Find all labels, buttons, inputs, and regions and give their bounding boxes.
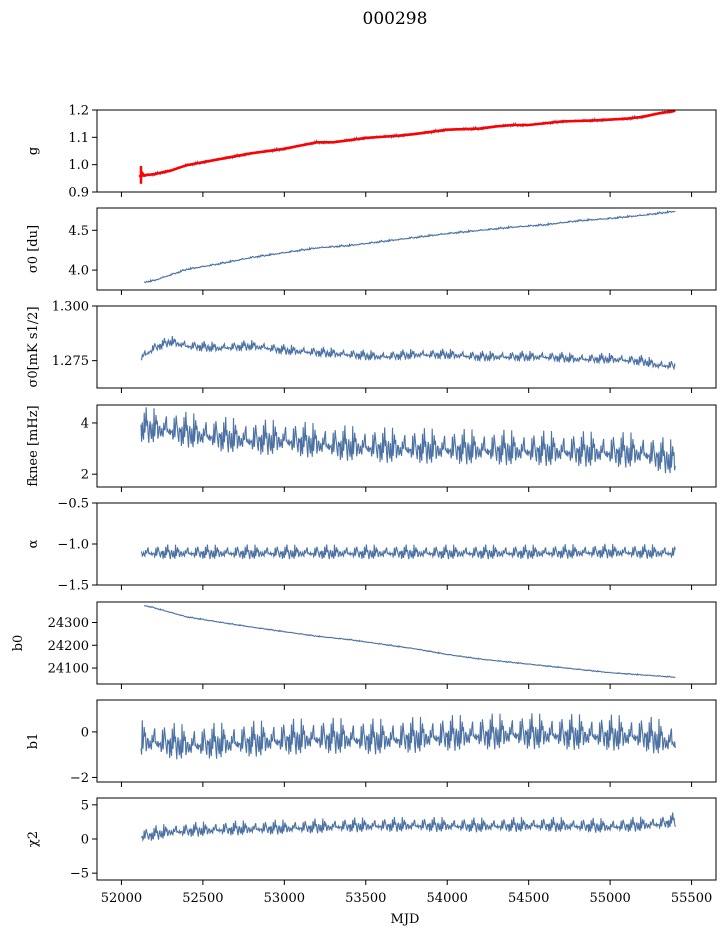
y-tick-label: 1.300 — [52, 300, 89, 315]
series-group — [138, 110, 676, 184]
series-group — [143, 209, 676, 284]
y-tick-label: 4.5 — [68, 224, 89, 239]
x-tick-label: 55500 — [671, 891, 712, 906]
y-tick-label: 0 — [81, 725, 89, 740]
series-line-1 — [140, 812, 676, 842]
y-tick-label: −5 — [70, 867, 89, 882]
series-group — [140, 407, 676, 474]
y-axis-label: σ0[mK s1/2] — [26, 306, 41, 387]
subplot-3: 1.275 1.300 σ0[mK s1/2] — [26, 300, 717, 393]
y-tick-label: 0.9 — [68, 186, 89, 201]
x-tick-label: 54500 — [508, 891, 549, 906]
subplot-8: −5 0 5 χ2 — [26, 797, 717, 885]
y-tick-label: 0 — [81, 833, 89, 848]
y-tick-label: −1.0 — [57, 538, 89, 553]
subplot-4: 2 4 fknee [mHz] — [26, 404, 717, 492]
y-tick-label: 24100 — [48, 662, 89, 677]
subplot-1: 0.9 1.0 1.1 1.2 g — [26, 104, 717, 201]
series-line-1 — [140, 713, 676, 760]
subplot-6: 24100 24200 24300 b0 — [11, 601, 717, 689]
subplot-7: −2 0 b1 — [26, 699, 717, 787]
series-line-1 — [140, 336, 676, 371]
y-tick-label: 2 — [81, 468, 89, 483]
x-tick-label: 52000 — [101, 891, 142, 906]
y-tick-label: 1.1 — [68, 131, 89, 146]
axes-frame — [96, 109, 717, 193]
series-line-1 — [140, 407, 676, 474]
series-group — [143, 604, 676, 679]
subplot-stack: 0.9 1.0 1.1 1.2 g 4.0 4.5 σ0 [du] 1.275 1.300 σ0[m… — [11, 104, 717, 906]
y-tick-label: −1.5 — [57, 579, 89, 594]
x-tick-label: 53500 — [345, 891, 386, 906]
subplot-2: 4.0 4.5 σ0 [du] — [26, 207, 717, 295]
x-axis-label: MJD — [391, 912, 420, 927]
y-tick-label: 1.0 — [68, 158, 89, 173]
axes-frame — [96, 699, 717, 783]
highlight-line — [138, 110, 676, 180]
y-tick-label: 5 — [81, 798, 89, 813]
x-tick-label: 53000 — [264, 891, 305, 906]
y-axis-label: χ2 — [26, 831, 41, 847]
x-tick-label: 52500 — [182, 891, 223, 906]
axes-frame — [96, 305, 717, 389]
figure-title: 000298 — [363, 9, 428, 29]
y-tick-label: 24200 — [48, 639, 89, 654]
axes-frame — [96, 797, 717, 881]
y-axis-label: b1 — [26, 733, 41, 750]
series-group — [140, 713, 676, 760]
axes-frame — [96, 207, 717, 291]
axes-frame — [96, 404, 717, 488]
y-axis-label: fknee [mHz] — [26, 405, 41, 486]
axes-frame — [96, 502, 717, 586]
y-tick-label: 1.275 — [52, 354, 89, 369]
series-group — [141, 543, 676, 560]
series-line-1 — [141, 543, 676, 560]
subplot-5: −1.5 −1.0 −0.5 α — [26, 497, 717, 594]
y-axis-label: g — [26, 147, 41, 155]
series-line-1 — [143, 209, 676, 284]
y-tick-label: −0.5 — [57, 497, 89, 512]
series-group — [140, 812, 676, 842]
y-tick-label: 1.2 — [68, 104, 89, 119]
x-tick-label: 54000 — [427, 891, 468, 906]
axes-frame — [96, 601, 717, 685]
y-axis-label: α — [26, 539, 41, 548]
y-axis-label: b0 — [11, 635, 26, 652]
y-tick-label: −2 — [70, 771, 89, 786]
y-axis-label: σ0 [du] — [26, 225, 41, 273]
y-tick-label: 4 — [81, 416, 89, 431]
x-tick-label: 55000 — [589, 891, 630, 906]
y-tick-label: 24300 — [48, 616, 89, 631]
series-group — [140, 336, 676, 371]
y-tick-label: 4.0 — [68, 264, 89, 279]
series-line-1 — [143, 604, 676, 679]
